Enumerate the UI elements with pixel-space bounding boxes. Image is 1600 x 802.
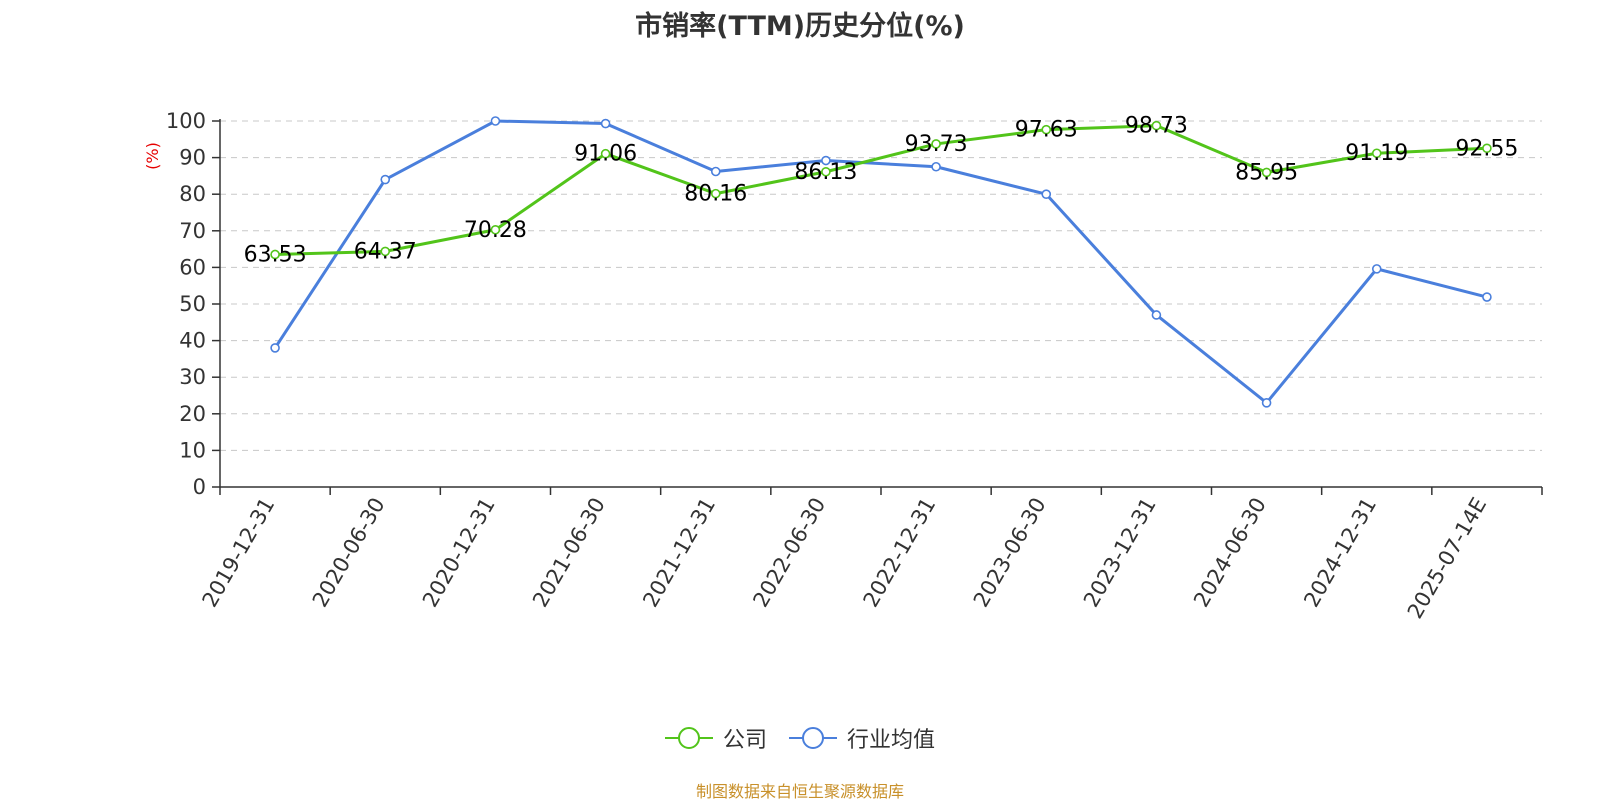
data-label-company-9: 85.95 — [1235, 160, 1298, 185]
data-label-company-3: 91.06 — [574, 142, 637, 167]
point-company-0 — [270, 249, 280, 260]
point-company-4 — [710, 188, 721, 199]
data-label-company-8: 98.73 — [1125, 114, 1188, 139]
point-industry-average-2 — [490, 116, 501, 126]
point-company-3 — [600, 148, 611, 159]
y-tick-label-50: 50 — [179, 292, 206, 316]
y-tick-label-60: 60 — [179, 255, 206, 279]
point-industry-average-1 — [380, 174, 391, 185]
y-tick-labels: 0 10 20 30 40 50 60 70 80 90 100 — [166, 109, 206, 499]
x-tick-label-2024-06-30: 2024-06-30 — [1189, 494, 1271, 612]
legend-item-industry-average[interactable]: 行业均值 — [789, 722, 935, 754]
point-industry-average-3 — [600, 118, 611, 129]
data-label-company-0: 63.53 — [244, 242, 307, 267]
x-tick-label-2022-06-30: 2022-06-30 — [748, 494, 830, 612]
x-tick-label-2020-06-30: 2020-06-30 — [308, 494, 390, 612]
x-tick-label-2021-06-30: 2021-06-30 — [528, 494, 610, 612]
data-label-company-2: 70.28 — [464, 218, 527, 243]
data-labels: 63.53 64.37 70.28 91.06 80.16 86.13 93.73 97.63… — [244, 114, 1519, 268]
point-company-7 — [1041, 124, 1052, 135]
data-label-company-4: 80.16 — [684, 182, 747, 207]
point-industry-average-5 — [821, 155, 831, 166]
y-tick-label-80: 80 — [179, 182, 206, 206]
x-tick-label-2025-07-14E: 2025-07-14E — [1403, 494, 1491, 623]
point-company-10 — [1371, 148, 1382, 159]
data-label-company-11: 92.55 — [1455, 136, 1518, 161]
y-tick-label-100: 100 — [166, 109, 206, 133]
x-tick-labels: 2019-12-31 2020-06-30 2020-12-31 2021-06-30… — [198, 493, 1492, 622]
series-line-industry-average — [273, 119, 1488, 405]
point-company-6 — [931, 139, 941, 149]
point-industry-average-7 — [1041, 189, 1052, 199]
legend-item-company[interactable]: 公司 — [664, 722, 767, 754]
legend-label-industry-average: 行业均值 — [847, 728, 936, 753]
point-industry-average-9 — [1261, 398, 1272, 408]
y-tick-label-40: 40 — [179, 329, 206, 353]
data-label-company-6: 93.73 — [905, 132, 968, 157]
series-line-company — [275, 124, 1487, 256]
chart-title: 市销率(TTM)历史分位(%) — [635, 11, 965, 42]
point-industry-average-6 — [931, 161, 941, 172]
y-tick-label-20: 20 — [179, 402, 206, 426]
point-industry-average-8 — [1151, 310, 1162, 320]
point-company-5 — [821, 166, 831, 177]
x-tick-label-2024-12-31: 2024-12-31 — [1299, 494, 1381, 612]
point-company-8 — [1151, 120, 1162, 131]
y-tick-label-90: 90 — [179, 146, 206, 170]
series-layer — [270, 116, 1492, 408]
x-tick-label-2021-12-31: 2021-12-31 — [638, 494, 720, 612]
data-label-company-7: 97.63 — [1015, 118, 1078, 143]
x-tick-label-2019-12-31: 2019-12-31 — [198, 494, 280, 612]
data-label-company-10: 91.19 — [1345, 141, 1408, 166]
y-tick-label-0: 0 — [193, 475, 206, 499]
point-company-2 — [490, 224, 501, 235]
point-industry-average-10 — [1371, 264, 1382, 274]
legend-marker-industry-average — [789, 727, 837, 749]
source-footer: 制图数据来自恒生聚源数据库 — [695, 782, 904, 801]
x-tick-label-2023-06-30: 2023-06-30 — [969, 494, 1051, 612]
data-label-company-5: 86.13 — [794, 160, 857, 185]
y-tick-label-30: 30 — [179, 365, 206, 389]
x-tick-label-2023-12-31: 2023-12-31 — [1079, 494, 1161, 612]
x-tick-label-2020-12-31: 2020-12-31 — [418, 493, 500, 611]
point-company-1 — [380, 246, 391, 257]
legend-label-company: 公司 — [722, 728, 767, 753]
point-industry-average-4 — [710, 166, 721, 177]
point-company-9 — [1261, 167, 1272, 178]
point-industry-average-0 — [270, 343, 280, 353]
grid-lines — [220, 120, 1542, 451]
y-axis-label: (%) — [143, 142, 162, 170]
legend: 公司 行业均值 — [0, 722, 1600, 754]
x-tick-label-2022-12-31: 2022-12-31 — [859, 493, 941, 611]
data-label-company-1: 64.37 — [354, 239, 417, 264]
point-company-11 — [1482, 143, 1492, 154]
y-tick-label-10: 10 — [179, 438, 206, 462]
y-tick-label-70: 70 — [179, 219, 206, 243]
axes — [212, 119, 1543, 495]
legend-marker-company — [664, 727, 713, 749]
point-industry-average-11 — [1482, 292, 1492, 302]
